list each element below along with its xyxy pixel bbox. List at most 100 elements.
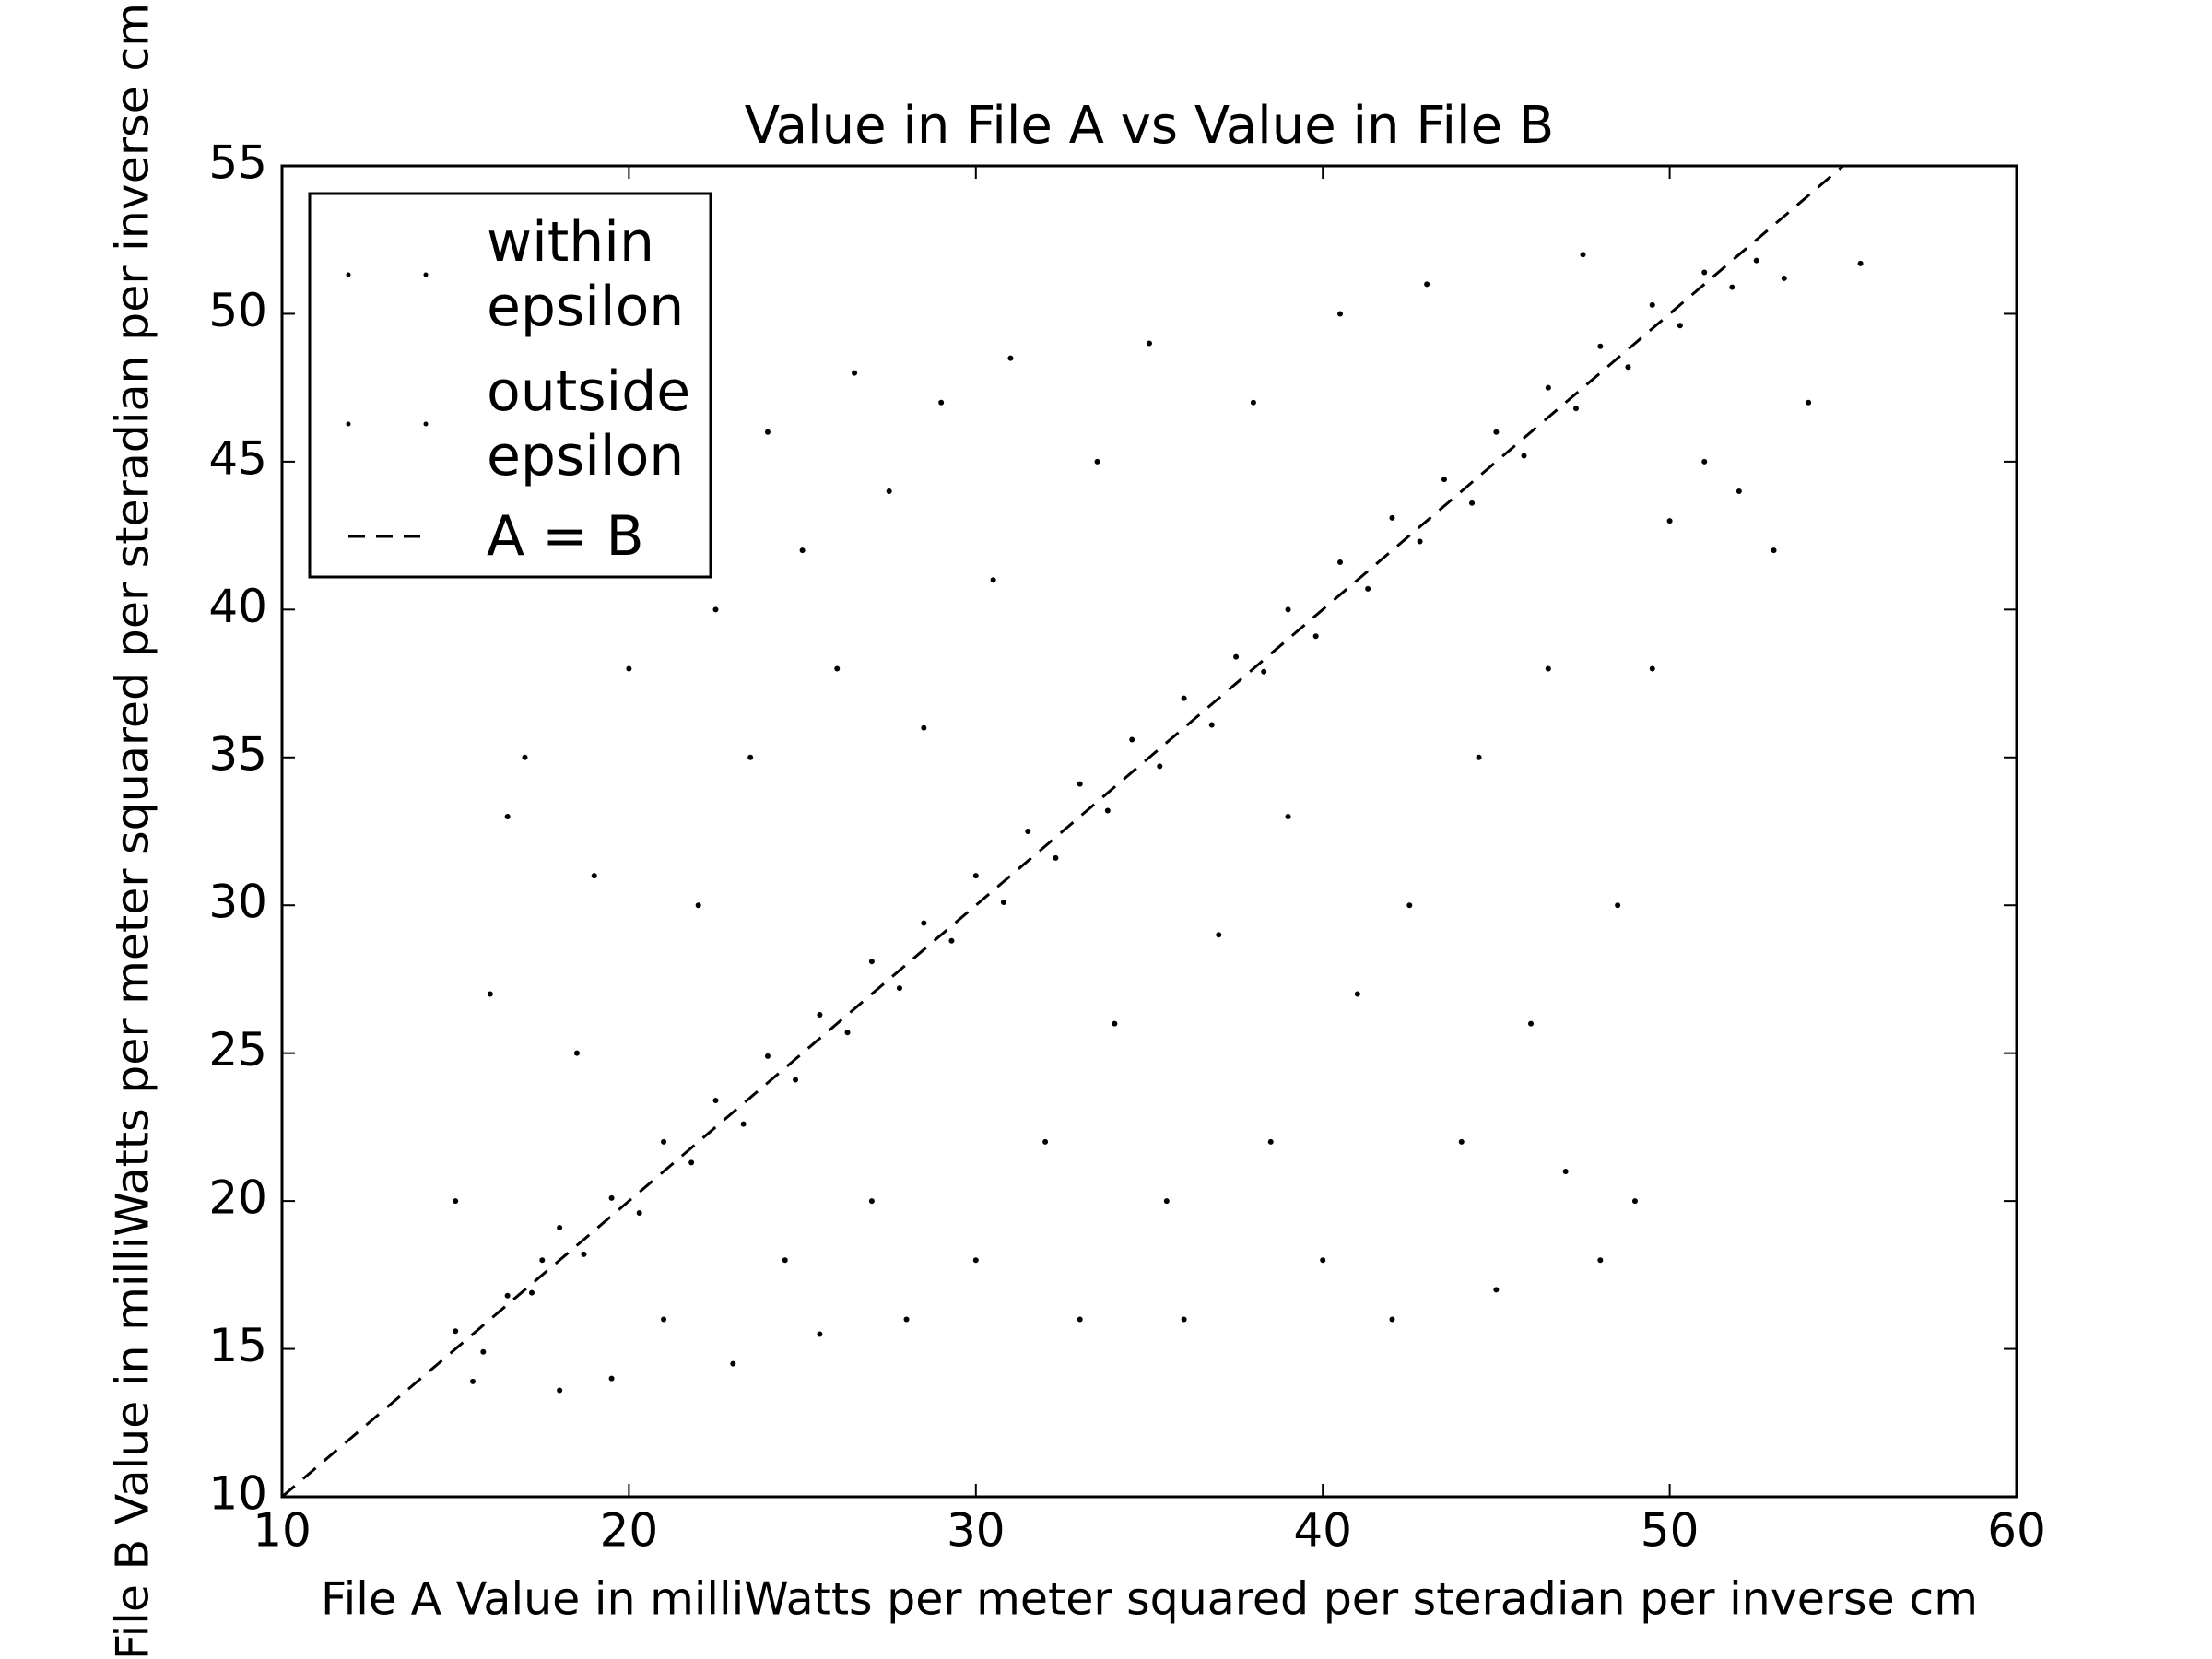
data-point	[1157, 763, 1163, 770]
data-point	[453, 1328, 459, 1335]
data-point	[480, 1348, 487, 1355]
x-tick-label: 20	[600, 1504, 659, 1558]
data-point	[1389, 514, 1395, 521]
y-axis-label: File B Value in milliWatts per meter squ…	[107, 3, 159, 1659]
data-point	[1320, 1257, 1326, 1264]
data-point	[1077, 1316, 1083, 1323]
data-point	[1417, 538, 1423, 545]
data-point	[522, 754, 528, 760]
chart-title: Value in File A vs Value in File B	[745, 96, 1555, 156]
data-point	[608, 1194, 615, 1201]
data-point	[1545, 384, 1551, 391]
data-point	[470, 1378, 477, 1384]
data-point	[1458, 1138, 1465, 1145]
data-point	[1053, 854, 1059, 861]
data-point	[1625, 364, 1631, 371]
data-point	[886, 488, 892, 494]
data-point	[1285, 606, 1291, 613]
data-point	[1389, 1316, 1395, 1323]
data-point	[1597, 343, 1604, 349]
data-point	[948, 937, 955, 944]
data-point	[581, 1251, 587, 1257]
data-point	[1649, 301, 1655, 308]
legend-marker	[423, 421, 429, 427]
data-point	[1729, 284, 1735, 290]
x-tick-label: 60	[1987, 1504, 2046, 1558]
data-point	[740, 1121, 747, 1127]
data-point	[1615, 902, 1621, 909]
data-point	[453, 1198, 459, 1205]
data-point	[661, 1316, 667, 1323]
data-point	[712, 606, 719, 613]
data-point	[1631, 1198, 1638, 1205]
data-point	[1649, 665, 1655, 672]
data-point	[712, 1098, 719, 1104]
data-point	[938, 399, 945, 406]
data-point	[834, 665, 841, 672]
data-point	[1233, 653, 1240, 660]
data-point	[1354, 991, 1360, 997]
data-point	[1735, 488, 1742, 494]
data-point	[1163, 1198, 1170, 1205]
legend-label: A = B	[487, 504, 644, 569]
y-tick-label: 20	[208, 1171, 267, 1225]
data-point	[1424, 281, 1430, 288]
data-point	[1216, 932, 1222, 938]
data-point	[1476, 754, 1482, 760]
data-point	[1365, 585, 1371, 592]
x-axis-label: File A Value in milliWatts per meter squ…	[321, 1573, 1978, 1626]
legend-marker	[346, 272, 351, 277]
data-point	[539, 1257, 546, 1264]
data-point	[1112, 1020, 1118, 1027]
data-point	[1781, 275, 1787, 281]
y-tick-label: 30	[208, 876, 267, 929]
data-point	[1771, 547, 1777, 554]
reference-line	[282, 166, 1844, 1497]
data-point	[1208, 722, 1215, 728]
data-point	[1406, 902, 1413, 909]
x-tick-label: 40	[1293, 1504, 1352, 1558]
data-point	[1285, 813, 1291, 819]
data-point	[1806, 399, 1812, 406]
legend-label: within epsilon	[487, 210, 685, 339]
data-point	[1337, 311, 1344, 317]
data-point	[817, 1011, 823, 1018]
data-point	[626, 665, 632, 672]
data-point	[1181, 1316, 1187, 1323]
data-point	[1493, 1287, 1500, 1293]
data-point	[764, 429, 771, 435]
data-point	[1337, 559, 1344, 565]
data-point	[1077, 781, 1083, 787]
data-point	[1250, 399, 1256, 406]
data-point	[1261, 668, 1267, 675]
legend-label: outside epsilon	[487, 359, 691, 488]
legend-box	[308, 192, 712, 579]
data-point	[903, 1316, 910, 1323]
data-point	[1147, 340, 1152, 347]
data-point	[852, 370, 858, 376]
data-point	[1701, 458, 1708, 465]
y-tick-label: 55	[208, 136, 267, 190]
data-point	[1572, 406, 1579, 412]
data-point	[764, 1053, 771, 1059]
data-point	[1094, 458, 1100, 465]
y-tick-label: 15	[208, 1319, 267, 1372]
data-point	[1129, 736, 1135, 743]
data-point	[1312, 633, 1319, 640]
data-point	[782, 1257, 788, 1264]
y-tick-label: 45	[208, 431, 267, 485]
data-point	[504, 1292, 511, 1299]
data-point	[1666, 518, 1673, 524]
data-point	[1181, 695, 1187, 701]
y-tick-label: 50	[208, 284, 267, 337]
data-point	[1857, 260, 1864, 266]
data-point	[1267, 1138, 1274, 1145]
data-point	[1753, 257, 1759, 264]
data-point	[636, 1209, 642, 1216]
data-point	[1441, 477, 1447, 483]
x-tick-label: 30	[947, 1504, 1006, 1558]
data-point	[573, 1050, 580, 1056]
data-point	[747, 754, 754, 760]
legend-marker	[346, 421, 351, 427]
